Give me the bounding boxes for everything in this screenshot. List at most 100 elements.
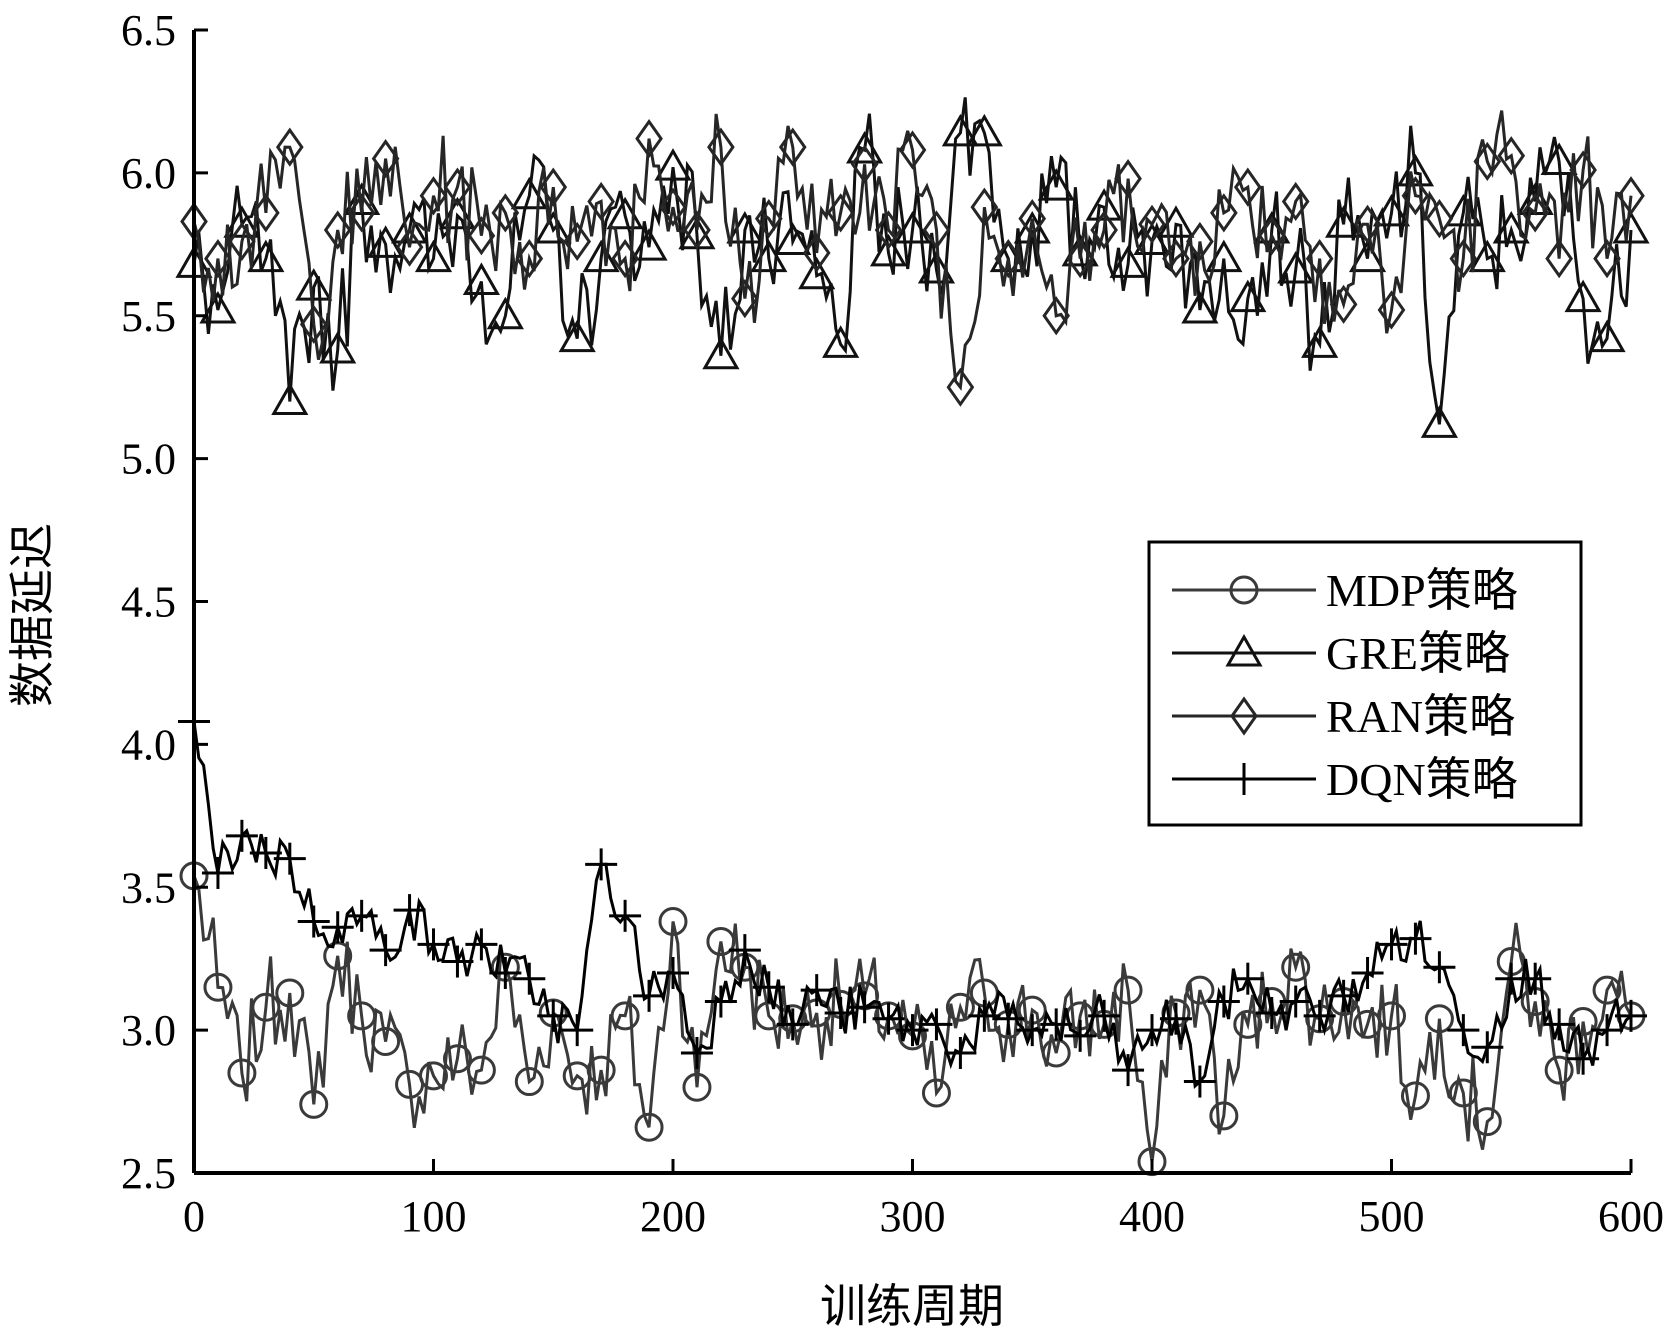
legend-marker-1 — [1225, 633, 1263, 667]
data-point-2-37 — [1066, 238, 1094, 279]
data-point-1-53 — [1444, 193, 1482, 227]
data-point-0-51 — [1400, 1081, 1430, 1111]
data-point-3-41 — [1159, 1002, 1192, 1035]
data-point-0-21 — [682, 1072, 712, 1102]
data-point-2-20 — [659, 187, 687, 227]
data-point-0-57 — [1544, 1055, 1574, 1085]
data-point-0-53 — [1448, 1078, 1478, 1108]
data-point-3-26 — [800, 974, 833, 1007]
data-point-1-16 — [558, 319, 596, 353]
y-tick-label-1: 3.0 — [121, 1006, 176, 1055]
y-tick-label-2: 3.5 — [121, 863, 176, 912]
x-tick-label-1: 100 — [401, 1192, 467, 1241]
data-point-1-58 — [1564, 279, 1602, 313]
legend-entry-0: MDP策略 — [1172, 565, 1518, 616]
data-point-2-51 — [1401, 176, 1430, 216]
data-point-2-50 — [1377, 290, 1406, 330]
data-point-1-12 — [462, 262, 500, 295]
data-point-2-1 — [204, 238, 232, 279]
series-2 — [180, 110, 1645, 407]
data-point-2-9 — [395, 227, 424, 267]
data-point-2-15 — [539, 167, 568, 207]
data-point-3-46 — [1279, 985, 1312, 1018]
data-point-1-52 — [1420, 405, 1458, 438]
data-point-3-9 — [393, 894, 426, 927]
data-point-3-56 — [1519, 962, 1552, 995]
data-point-3-22 — [704, 985, 737, 1018]
series-0 — [179, 861, 1646, 1177]
data-point-3-27 — [824, 996, 857, 1029]
data-point-0-11 — [442, 1044, 472, 1074]
data-point-2-16 — [563, 221, 592, 262]
data-point-2-7 — [347, 193, 376, 233]
data-point-2-12 — [467, 216, 496, 256]
y-tick-label-6: 5.5 — [121, 292, 176, 341]
data-point-0-32 — [945, 992, 975, 1022]
data-point-1-59 — [1588, 319, 1626, 353]
data-point-2-32 — [946, 367, 975, 407]
data-point-1-10 — [414, 239, 453, 273]
data-point-3-50 — [1375, 928, 1408, 961]
data-point-2-57 — [1545, 238, 1573, 279]
data-point-2-42 — [1186, 221, 1214, 262]
data-point-1-29 — [869, 233, 908, 267]
data-point-2-22 — [707, 127, 735, 167]
data-point-3-3 — [249, 836, 282, 869]
data-point-2-46 — [1281, 181, 1310, 222]
data-point-2-49 — [1353, 204, 1382, 244]
data-point-3-40 — [1136, 1014, 1168, 1047]
data-point-3-24 — [752, 971, 785, 1004]
data-point-1-46 — [1277, 251, 1315, 284]
data-point-2-5 — [299, 304, 328, 344]
data-point-3-4 — [273, 842, 306, 875]
data-point-2-41 — [1162, 238, 1190, 279]
data-point-2-17 — [587, 181, 615, 222]
data-point-2-28 — [850, 144, 879, 184]
data-point-2-36 — [1042, 296, 1071, 336]
data-point-3-49 — [1351, 956, 1384, 989]
data-point-3-25 — [776, 1008, 809, 1041]
data-point-3-45 — [1255, 996, 1288, 1029]
data-point-2-48 — [1329, 284, 1358, 324]
data-point-0-43 — [1209, 1101, 1239, 1131]
data-point-2-43 — [1210, 193, 1238, 233]
data-point-1-25 — [774, 222, 812, 255]
data-point-2-24 — [754, 198, 783, 239]
data-point-3-39 — [1112, 1054, 1145, 1087]
data-point-1-1 — [199, 291, 237, 324]
data-point-0-20 — [658, 907, 688, 937]
y-tick-label-7: 6.0 — [121, 149, 176, 198]
data-point-0-17 — [586, 1055, 616, 1085]
data-point-2-34 — [994, 238, 1023, 279]
data-point-0-7 — [347, 1001, 377, 1031]
y-tick-label-5: 5.0 — [121, 435, 176, 484]
data-point-2-58 — [1569, 150, 1597, 190]
data-point-3-47 — [1303, 999, 1336, 1032]
legend-label-2: RAN策略 — [1326, 691, 1515, 742]
data-point-0-5 — [299, 1089, 329, 1119]
legend-marker-3 — [1228, 763, 1260, 795]
legend-marker-0 — [1229, 575, 1259, 605]
data-point-3-1 — [201, 856, 234, 889]
data-point-2-30 — [898, 130, 927, 170]
data-point-2-60 — [1617, 176, 1645, 216]
data-point-1-19 — [630, 228, 668, 261]
data-point-0-3 — [251, 992, 281, 1022]
data-point-3-59 — [1591, 1014, 1624, 1047]
data-point-3-21 — [680, 1036, 713, 1069]
data-point-3-31 — [920, 1008, 953, 1041]
data-point-0-59 — [1592, 975, 1622, 1005]
data-point-1-54 — [1468, 239, 1506, 273]
data-point-2-26 — [802, 233, 831, 273]
legend-label-3: DQN策略 — [1326, 754, 1518, 805]
y-tick-label-3: 4.0 — [121, 720, 176, 769]
data-point-0-8 — [371, 1027, 401, 1057]
x-axis-title: 训练周期 — [820, 1279, 1004, 1333]
data-point-3-11 — [441, 945, 474, 978]
data-point-0-50 — [1377, 1001, 1406, 1031]
data-point-0-44 — [1233, 1009, 1263, 1039]
data-point-0-22 — [706, 927, 736, 957]
data-point-3-23 — [728, 934, 761, 967]
data-point-3-17 — [585, 848, 618, 881]
x-tick-label-4: 400 — [1119, 1192, 1185, 1241]
